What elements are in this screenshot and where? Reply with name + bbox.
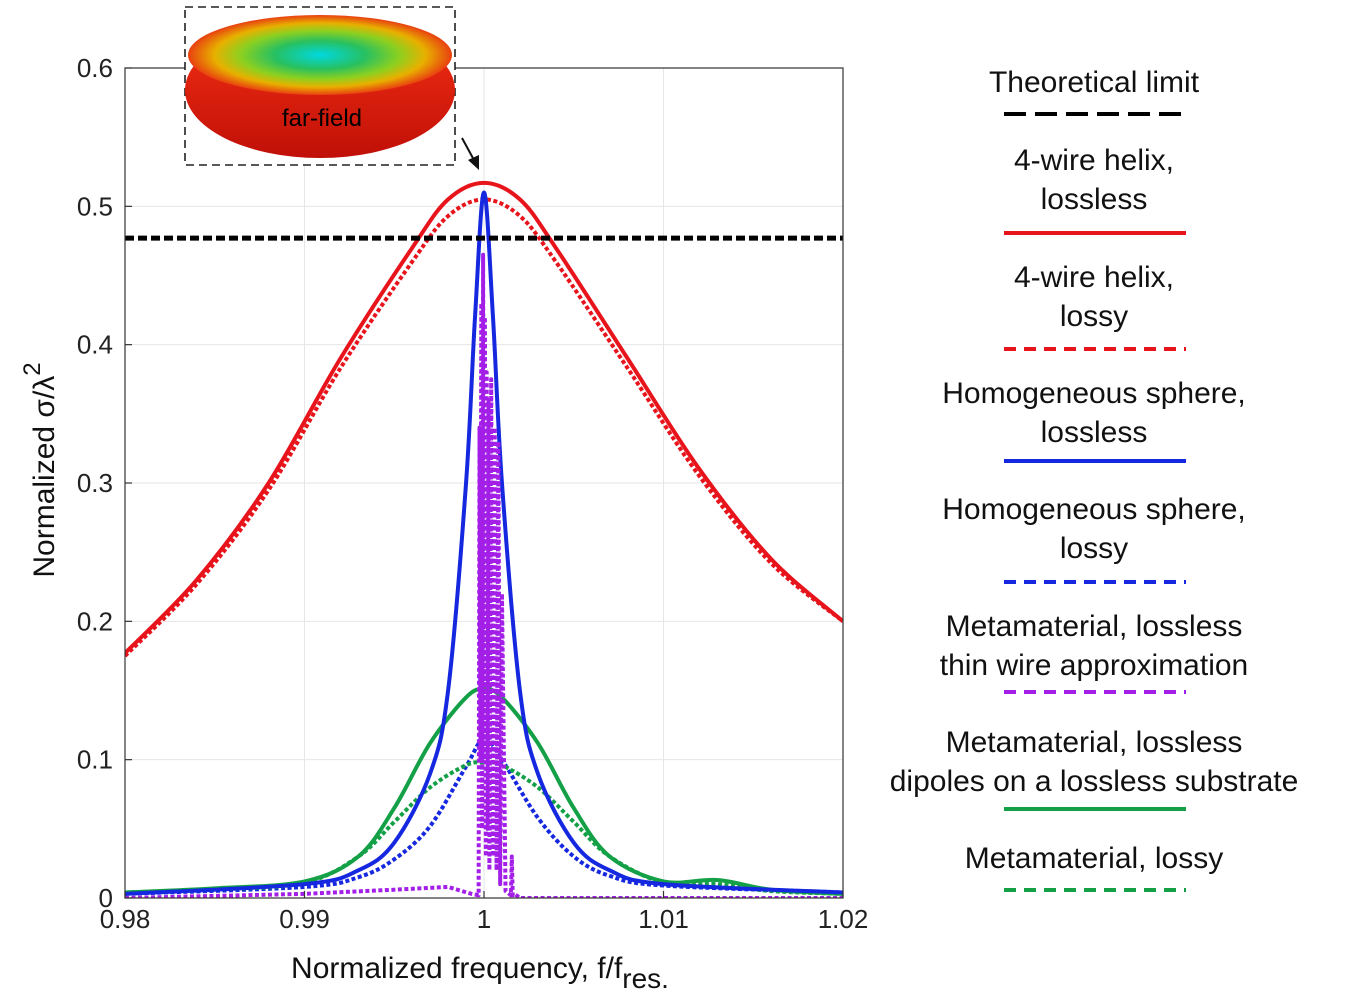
y-tick-label: 0.2 — [77, 606, 113, 636]
tick-layer: 0.98 0.99 1 1.01 1.02 0 0.1 0.2 0.3 0.4 0.5 0.6 — [77, 53, 868, 934]
legend-label: Theoretical limit — [989, 66, 1200, 99]
legend-label: Metamaterial, lossless thin wire approxim… — [940, 610, 1248, 682]
y-tick-label: 0.1 — [77, 745, 113, 775]
series-line-1 — [125, 180, 843, 655]
y-tick-label: 0.5 — [77, 191, 113, 221]
legend: Theoretical limit 4-wire helix, lossless 4-… — [890, 66, 1299, 892]
series-line-2 — [125, 197, 843, 658]
x-tick-label: 1.01 — [638, 904, 689, 934]
inset-arrow — [461, 137, 475, 161]
far-field-inset: far-field — [184, 6, 479, 170]
y-tick-label: 0.4 — [77, 330, 113, 360]
x-tick-label: 0.98 — [100, 904, 151, 934]
legend-label: 4-wire helix, lossy — [1014, 261, 1174, 333]
legend-label: Homogeneous sphere, lossless — [942, 377, 1246, 449]
series-line-4 — [125, 736, 843, 896]
series-line-5 — [125, 252, 843, 898]
inset-arrowhead — [468, 155, 479, 170]
y-axis-label: Normalized σ/λ2 — [19, 362, 61, 577]
x-tick-label: 1 — [477, 904, 491, 934]
y-tick-label: 0 — [99, 883, 113, 913]
series-layer — [125, 180, 843, 898]
legend-label: Homogeneous sphere, lossy — [942, 493, 1246, 565]
series-line-3 — [125, 190, 843, 896]
y-tick-label: 0.6 — [77, 53, 113, 83]
x-axis-label: Normalized frequency, f/fres. — [291, 952, 669, 994]
legend-label: Metamaterial, lossless dipoles on a lossl… — [890, 726, 1299, 798]
x-tick-label: 1.02 — [818, 904, 869, 934]
legend-label: Metamaterial, lossy — [965, 842, 1223, 875]
inset-label: far-field — [282, 105, 362, 132]
torus-top — [188, 15, 452, 95]
x-tick-label: 0.99 — [279, 904, 330, 934]
y-tick-label: 0.3 — [77, 468, 113, 498]
legend-label: 4-wire helix, lossless — [1014, 144, 1174, 216]
